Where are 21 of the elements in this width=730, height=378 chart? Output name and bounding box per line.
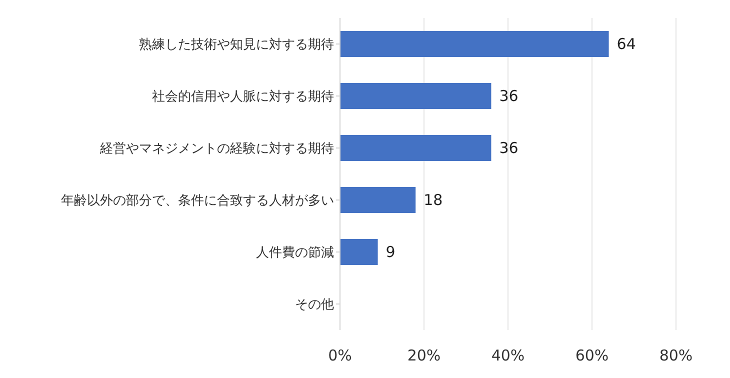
y-tick-label: 人件費の節減	[256, 246, 334, 261]
y-tick-label: 社会的信用や人脈に対する期待	[152, 88, 334, 105]
x-tick-label: 0%	[328, 346, 352, 365]
data-label: 18	[424, 191, 443, 209]
bar	[340, 187, 416, 213]
y-tick-label: 年齢以外の部分で、条件に合致する人材が多い	[61, 194, 334, 209]
data-label: 64	[616, 35, 636, 53]
x-tick-label: 40%	[491, 346, 525, 365]
data-label: 9	[386, 243, 396, 261]
y-tick-label: 経営やマネジメントの経験に対する期待	[99, 140, 334, 157]
bar	[340, 31, 609, 57]
y-tick-label: その他	[295, 298, 334, 313]
data-label: 36	[499, 87, 518, 105]
bar	[340, 83, 492, 109]
x-tick-label: 60%	[575, 346, 609, 365]
x-tick-label: 80%	[659, 346, 693, 365]
y-tick-label: 熟練した技術や知見に対する期待	[139, 36, 334, 53]
bar	[340, 239, 378, 265]
x-tick-label: 20%	[407, 346, 441, 365]
data-label: 36	[499, 139, 518, 157]
bar	[340, 135, 492, 161]
